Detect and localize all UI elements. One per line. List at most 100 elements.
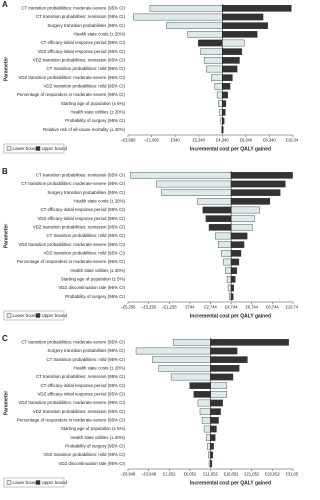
bar [215, 232, 232, 240]
panel-label: B [2, 167, 8, 176]
category-label: Surgery transition probabilities (95% CI… [47, 190, 125, 195]
bar [230, 224, 253, 231]
x-axis-title: Incremental cost per QALY gained [190, 146, 271, 152]
category-label: CT transition probabilities: remission (… [36, 374, 126, 379]
category-label: Health state costs (± 20%) [74, 198, 126, 203]
bar [222, 48, 243, 55]
legend-label: Upper bound [42, 146, 68, 151]
bar [210, 339, 289, 346]
bar [172, 339, 211, 346]
bar [218, 241, 232, 248]
category-label: CT transition probabilities: moderate-se… [21, 339, 125, 344]
legend-swatch [6, 313, 12, 318]
bar [156, 180, 232, 188]
category-label: Percentage of responders in moderate-sev… [17, 417, 126, 422]
bar [222, 109, 226, 116]
bar [187, 31, 223, 38]
category-label: Starting age of population (± 5%) [61, 276, 126, 281]
bar [230, 241, 245, 248]
bar [230, 232, 248, 240]
category-label: CT efficacy-initial response period (95%… [40, 40, 125, 45]
category-label: VDZ transition probabilities: mild (95% … [44, 452, 126, 457]
bar [200, 48, 223, 55]
bar [222, 13, 264, 21]
category-label: VDZ efficacy-initial response period (95… [37, 216, 125, 221]
bar [222, 39, 245, 47]
category-label: Health state utilities (± 20%) [70, 435, 125, 440]
bar [219, 109, 223, 116]
y-axis-title: Parameter [3, 391, 9, 416]
bar [210, 373, 234, 381]
legend-swatch [35, 313, 41, 318]
panel-label: C [2, 334, 8, 343]
bar [230, 189, 281, 196]
bar [199, 408, 211, 415]
category-label: VDZ transition probabilities: moderate-s… [18, 75, 125, 80]
bar [166, 22, 223, 29]
bar [158, 365, 211, 372]
bar [214, 83, 223, 90]
bar [230, 293, 234, 300]
bar [222, 65, 238, 73]
x-tick-label: –£8,948 [121, 472, 137, 477]
x-tick-label: £8,744 [266, 305, 279, 310]
bar [202, 206, 232, 214]
category-label: Surgery transition probabilities (95% CI… [47, 23, 125, 28]
bar [210, 365, 240, 372]
x-tick-label: –£3,660 [121, 138, 137, 143]
bar [222, 74, 233, 81]
x-tick-label: £6,052 [184, 472, 197, 477]
category-label: VDZ transition probabilities: remission … [33, 57, 126, 62]
legend-label: Upper bound [42, 313, 68, 318]
bar [223, 258, 232, 266]
category-label: VDZ discontinuation rate (95% CI) [58, 461, 125, 466]
bar [230, 250, 242, 257]
category-label: VDZ transition probabilities: remission … [33, 409, 126, 414]
category-label: VDZ efficacy-initial response period (95… [37, 391, 125, 396]
bar [211, 74, 223, 81]
category-label: CT efficacy-initial response period (95%… [40, 383, 125, 388]
bar [222, 5, 292, 12]
category-label: Health state utilities (± 20%) [70, 109, 125, 114]
bar [226, 276, 232, 283]
bar [207, 443, 211, 450]
x-tick-label: £4,744 [225, 305, 238, 310]
bar [193, 391, 211, 398]
x-tick-label: £16,052 [224, 472, 240, 477]
category-label: Health state utilities (± 20%) [70, 268, 125, 273]
legend-swatch [35, 146, 41, 151]
bar [208, 451, 211, 459]
category-label: CT transition probabilities: mild (95% C… [47, 233, 126, 238]
figure: A Parameter CT transition probabilities: m… [2, 0, 298, 488]
legend-label: Upper bound [42, 480, 68, 485]
bar [222, 91, 228, 99]
x-axis-title: Incremental cost per QALY gained [190, 480, 271, 486]
legend-box [3, 310, 65, 321]
category-label: Percentage of responders in moderate-sev… [17, 92, 126, 97]
bar [189, 382, 211, 389]
category-label: VDZ efficacy-initial response period (95… [37, 49, 125, 54]
legend-label: Lower bound [13, 480, 39, 485]
bar [197, 198, 232, 205]
x-tick-label: –£5,256 [121, 305, 137, 310]
bar [208, 224, 232, 231]
x-tick-label: £11,052 [203, 472, 218, 477]
legend-swatch [35, 480, 41, 485]
category-label: CT transition probabilities: moderate-se… [21, 181, 125, 186]
bar [230, 198, 271, 205]
category-label: Probability of surgery (95% CI) [65, 443, 125, 448]
bar [210, 417, 219, 424]
category-label: Health state costs (± 20%) [74, 31, 126, 36]
x-tick-label: £340 [171, 138, 181, 143]
bar [227, 284, 232, 292]
category-label: CT transition probabilities: mild (95% C… [47, 357, 126, 362]
bar [203, 57, 223, 64]
legend-box [3, 143, 65, 154]
bar [198, 39, 223, 47]
bar [170, 373, 211, 381]
bar [230, 276, 236, 283]
x-tick-label: £2,744 [204, 305, 217, 310]
bar [222, 100, 227, 107]
x-tick-label: –£3,948 [141, 472, 157, 477]
